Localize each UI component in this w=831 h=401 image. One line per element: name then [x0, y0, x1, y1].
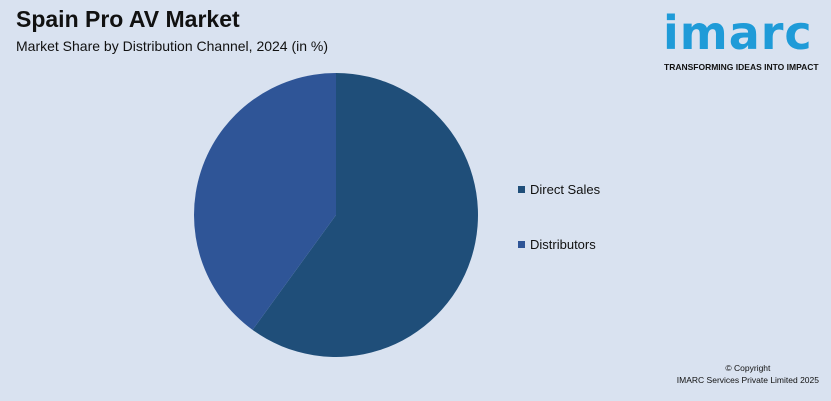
- chart-legend: Direct Sales Distributors: [518, 180, 600, 290]
- pie-slice-direct-sales: [252, 73, 479, 358]
- imarc-logo: imarc TRANSFORMING IDEAS INTO IMPACT: [663, 4, 823, 74]
- legend-item-distributors: Distributors: [518, 235, 600, 253]
- legend-item-direct-sales: Direct Sales: [518, 180, 600, 198]
- logo-tagline: TRANSFORMING IDEAS INTO IMPACT: [664, 62, 819, 72]
- chart-subtitle: Market Share by Distribution Channel, 20…: [16, 38, 329, 54]
- legend-swatch-direct-sales: [518, 185, 525, 193]
- legend-label-distributors: Distributors: [530, 236, 596, 252]
- legend-label-direct-sales: Direct Sales: [530, 181, 601, 197]
- logo-wordmark: imarc: [663, 6, 813, 60]
- legend-swatch-distributors: [518, 240, 525, 248]
- copyright-notice: © Copyright IMARC Services Private Limit…: [677, 362, 819, 386]
- chart-title: Spain Pro AV Market: [16, 6, 240, 32]
- copyright-line-1: © Copyright: [725, 363, 771, 373]
- copyright-line-2: IMARC Services Private Limited 2025: [676, 375, 819, 385]
- pie-slice-distributors: [194, 73, 336, 330]
